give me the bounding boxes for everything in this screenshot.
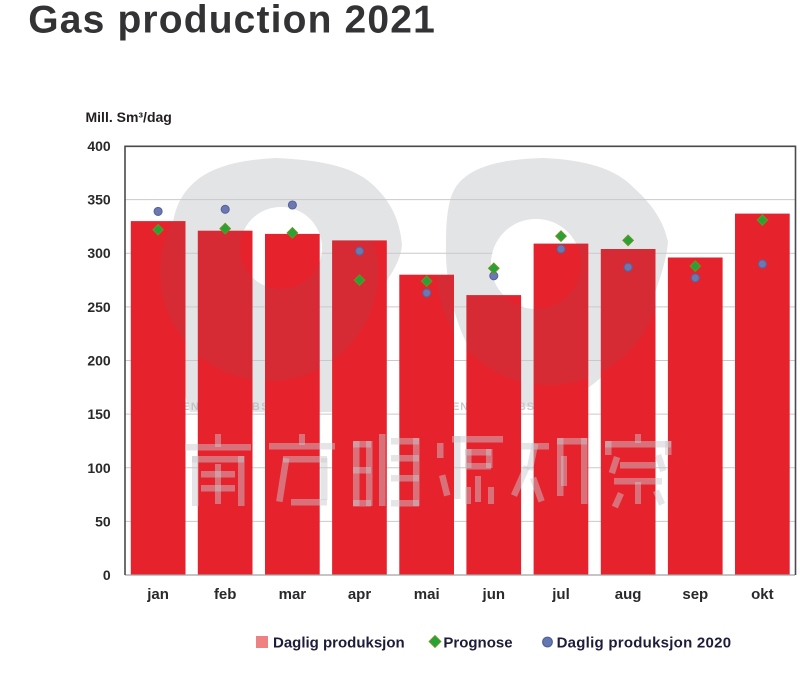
svg-text:400: 400 bbox=[87, 138, 111, 154]
svg-text:350: 350 bbox=[87, 192, 111, 208]
svg-text:200: 200 bbox=[87, 353, 111, 369]
svg-text:250: 250 bbox=[87, 299, 111, 315]
svg-text:100: 100 bbox=[87, 460, 111, 476]
svg-text:sep: sep bbox=[682, 586, 708, 603]
svg-text:jan: jan bbox=[146, 586, 169, 603]
svg-text:Daglig produksjon: Daglig produksjon bbox=[273, 635, 405, 652]
svg-text:Prognose: Prognose bbox=[443, 635, 512, 652]
svg-text:Daglig produksjon 2020: Daglig produksjon 2020 bbox=[557, 635, 732, 652]
svg-text:0: 0 bbox=[103, 567, 111, 583]
svg-text:okt: okt bbox=[751, 586, 774, 603]
svg-text:aug: aug bbox=[615, 586, 642, 603]
svg-text:mai: mai bbox=[414, 586, 440, 603]
svg-text:jul: jul bbox=[551, 586, 570, 603]
svg-text:mar: mar bbox=[279, 586, 307, 603]
svg-text:jun: jun bbox=[482, 586, 506, 603]
svg-text:apr: apr bbox=[348, 586, 372, 603]
svg-text:300: 300 bbox=[87, 245, 111, 261]
svg-text:feb: feb bbox=[214, 586, 237, 603]
svg-text:Mill. Sm³/dag: Mill. Sm³/dag bbox=[86, 109, 172, 125]
svg-text:Gas production 2021: Gas production 2021 bbox=[28, 0, 436, 42]
svg-text:50: 50 bbox=[95, 513, 111, 529]
svg-text:150: 150 bbox=[87, 406, 111, 422]
